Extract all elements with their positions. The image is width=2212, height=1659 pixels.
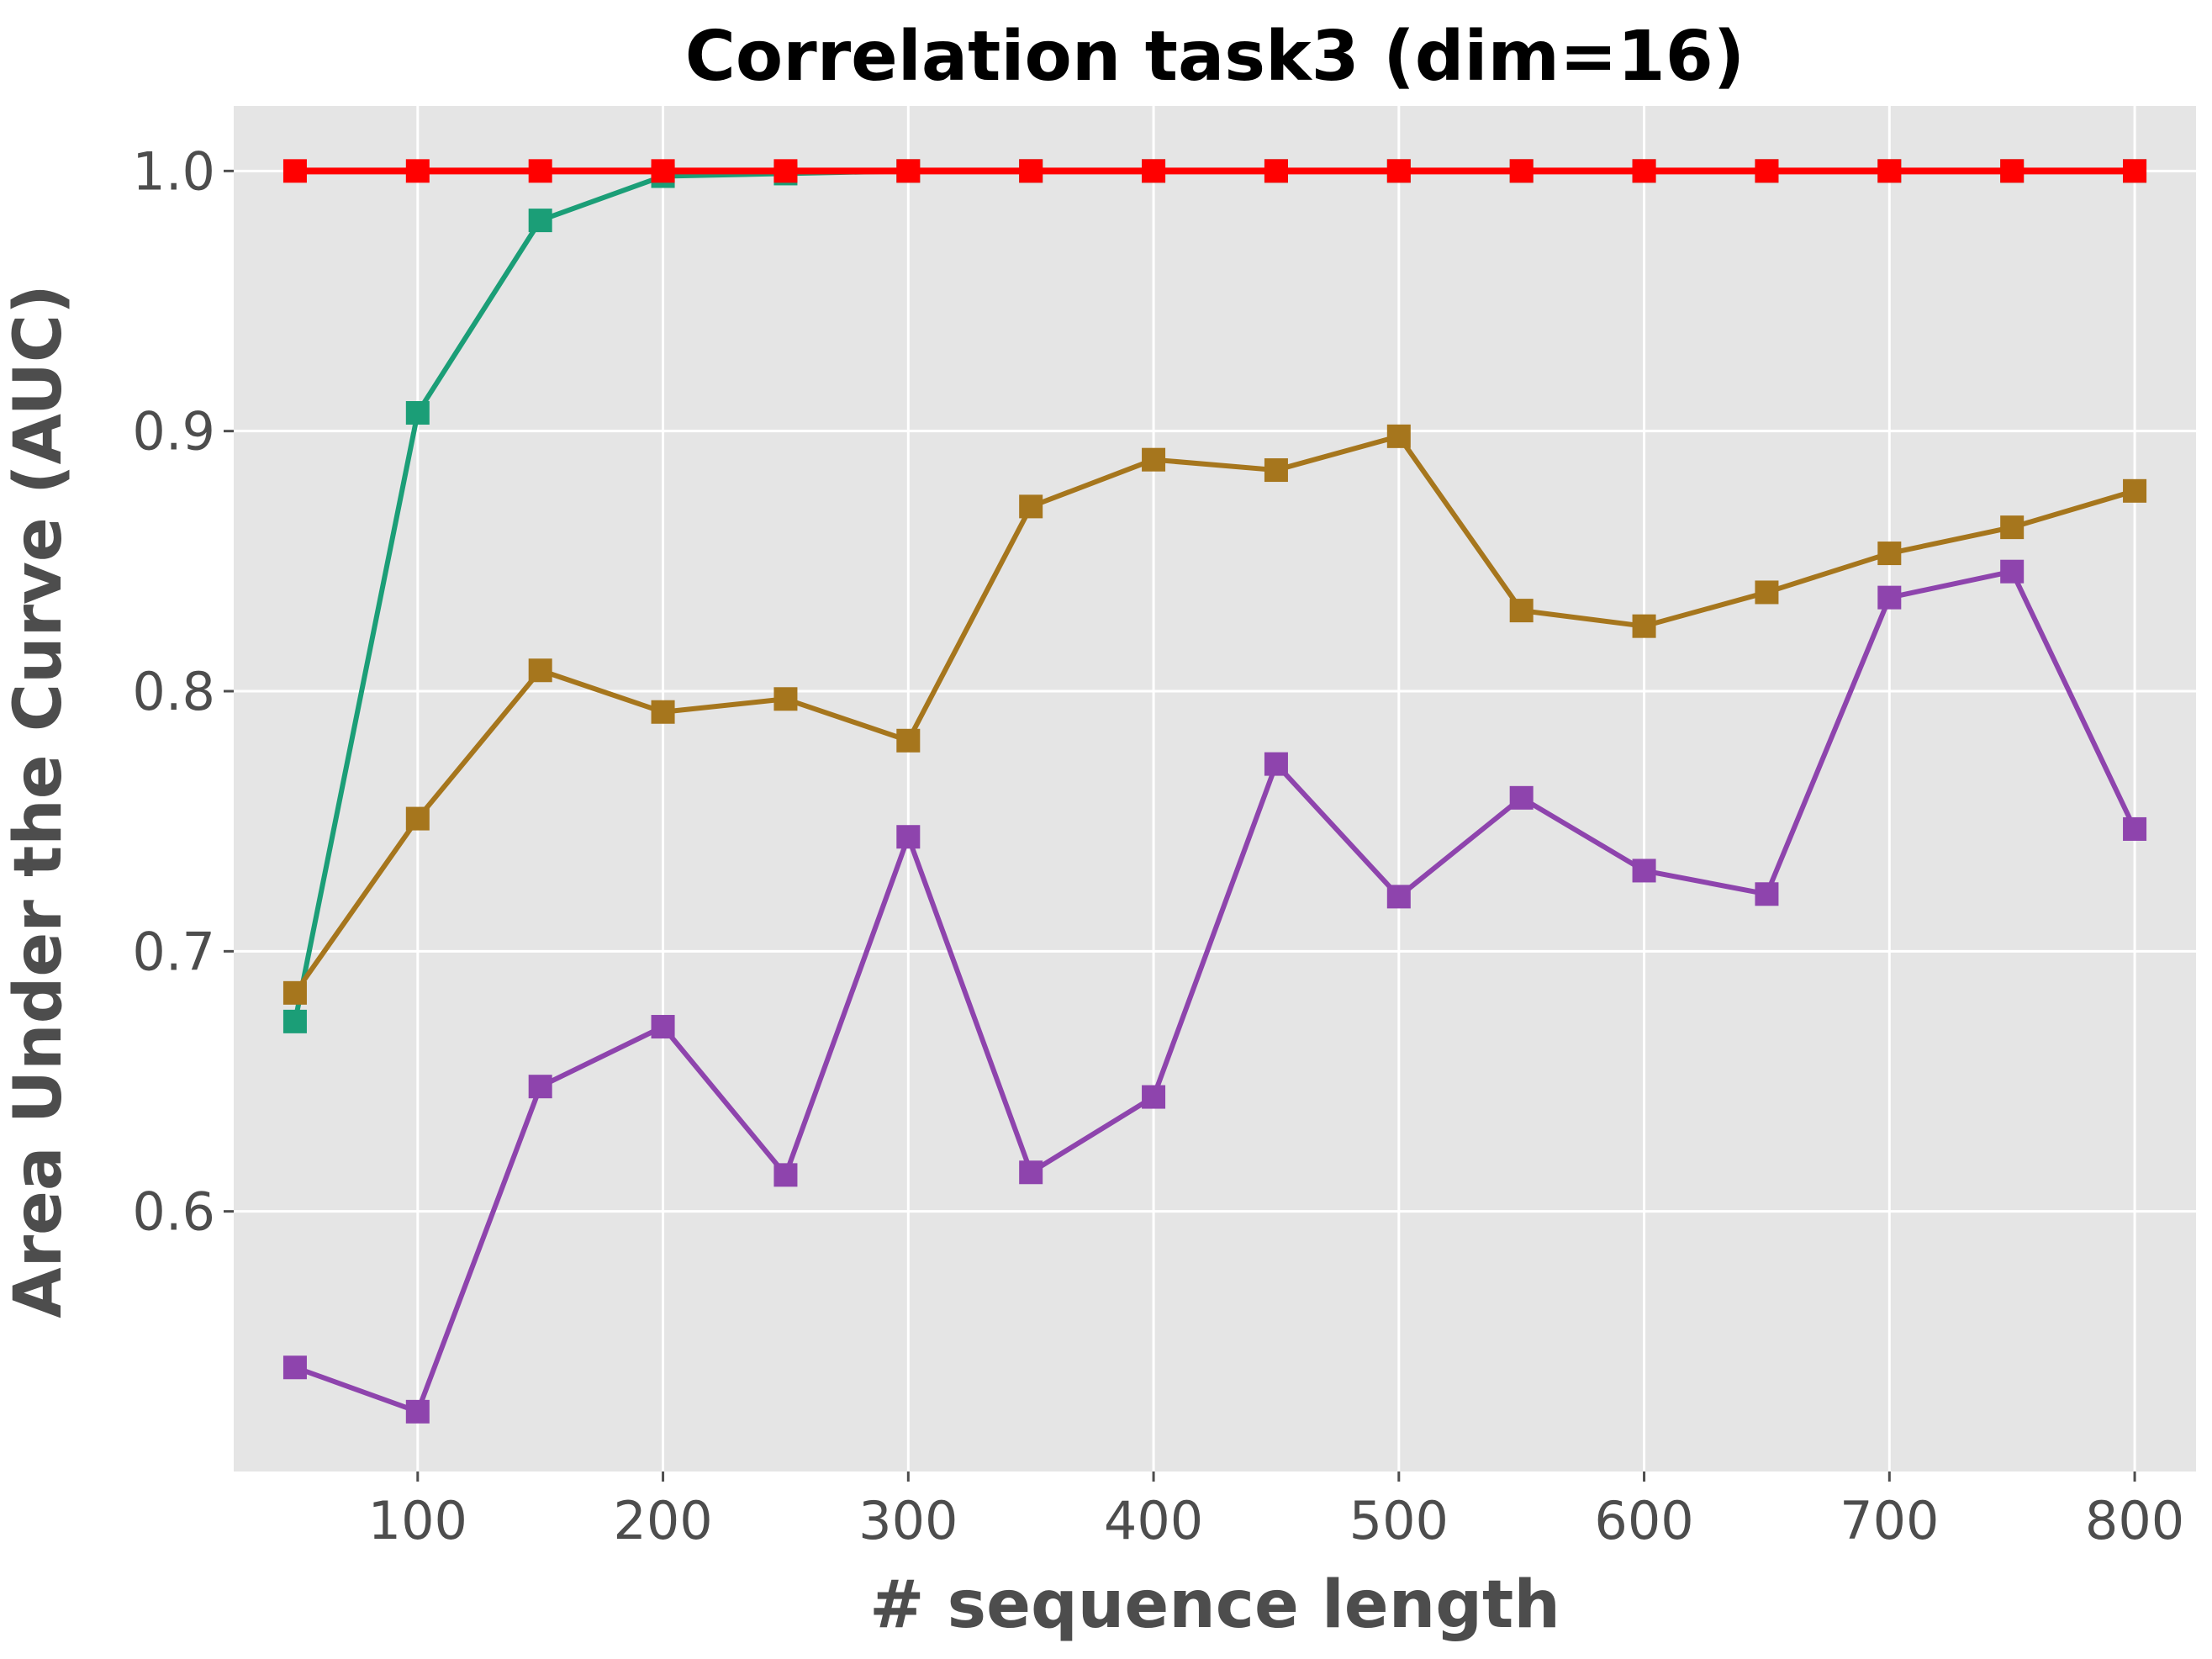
series-1-marker xyxy=(282,1009,307,1033)
series-2-marker xyxy=(1142,447,1166,472)
series-2-marker xyxy=(1632,614,1656,638)
plot-background xyxy=(234,106,2196,1471)
series-3-marker xyxy=(528,1075,552,1099)
series-4-marker xyxy=(2000,159,2025,183)
series-4-marker xyxy=(651,159,675,183)
y-tick-label: 0.8 xyxy=(132,661,215,722)
series-2-marker xyxy=(1509,599,1534,623)
series-4-marker xyxy=(1755,159,1779,183)
series-3-marker xyxy=(651,1015,675,1039)
series-3-marker xyxy=(1019,1160,1043,1185)
series-1-marker xyxy=(528,209,552,233)
series-3-marker xyxy=(896,825,921,849)
series-2-marker xyxy=(896,728,921,753)
series-lines xyxy=(282,159,2147,1424)
x-tick-label: 500 xyxy=(1349,1490,1449,1551)
series-2 xyxy=(282,424,2147,1005)
series-3-marker xyxy=(2000,559,2025,584)
series-3-marker xyxy=(1632,859,1656,883)
series-2-marker xyxy=(1264,458,1288,483)
series-3-marker xyxy=(1877,585,1902,610)
series-4-marker xyxy=(1386,159,1411,183)
x-tick-label: 400 xyxy=(1104,1490,1203,1551)
series-4-marker xyxy=(1142,159,1166,183)
series-2-marker xyxy=(2123,478,2147,503)
series-4-marker xyxy=(1509,159,1534,183)
series-1-marker xyxy=(405,401,430,425)
series-4-marker xyxy=(896,159,921,183)
series-3-marker xyxy=(405,1399,430,1424)
series-2-marker xyxy=(651,700,675,724)
series-3-marker xyxy=(282,1355,307,1380)
series-2-marker xyxy=(528,658,552,683)
series-3-marker xyxy=(1386,885,1411,909)
y-tick-label: 0.9 xyxy=(132,401,215,462)
series-4-marker xyxy=(2123,159,2147,183)
y-tick-label: 0.6 xyxy=(132,1181,215,1243)
series-4-marker xyxy=(1877,159,1902,183)
series-4-marker xyxy=(1019,159,1043,183)
series-3-marker xyxy=(2123,816,2147,841)
x-tick-label: 100 xyxy=(368,1490,467,1551)
y-tick-labels: 0.6 0.7 0.8 0.9 1.0 xyxy=(132,140,234,1243)
series-4-marker xyxy=(282,159,307,183)
x-tick-label: 600 xyxy=(1594,1490,1693,1551)
series-4-marker xyxy=(528,159,552,183)
series-4-marker xyxy=(1632,159,1656,183)
series-3-marker xyxy=(1142,1085,1166,1109)
series-2-marker xyxy=(282,980,307,1005)
chart-title: Correlation task3 (dim=16) xyxy=(685,17,1745,97)
y-axis-title: Area Under the Curve (AUC) xyxy=(1,284,77,1318)
x-axis-title: # sequence length xyxy=(869,1567,1560,1643)
x-tick-label: 800 xyxy=(2085,1490,2184,1551)
y-tick-label: 0.7 xyxy=(132,921,215,982)
series-3 xyxy=(282,559,2147,1424)
series-3-marker xyxy=(1509,785,1534,810)
series-4-marker xyxy=(773,159,798,183)
series-2-marker xyxy=(405,806,430,831)
series-2-marker xyxy=(1755,580,1779,605)
series-2-line xyxy=(293,433,2135,995)
series-2-marker xyxy=(1877,542,1902,566)
series-3-line xyxy=(293,568,2137,1414)
series-4-marker xyxy=(1264,159,1288,183)
series-4 xyxy=(282,159,2147,183)
series-3-marker xyxy=(773,1163,798,1187)
series-3-marker xyxy=(1755,882,1779,906)
x-tick-labels: 100 200 300 400 500 600 700 800 xyxy=(368,1471,2184,1551)
y-tick-label: 1.0 xyxy=(132,140,215,202)
x-tick-label: 700 xyxy=(1840,1490,1939,1551)
series-2-marker xyxy=(1019,494,1043,519)
series-2-marker xyxy=(1386,424,1411,448)
x-tick-label: 300 xyxy=(858,1490,958,1551)
series-2-marker xyxy=(773,687,798,711)
series-3-marker xyxy=(1264,752,1288,776)
x-tick-label: 200 xyxy=(613,1490,712,1551)
series-2-marker xyxy=(2000,515,2025,540)
series-4-marker xyxy=(405,159,430,183)
